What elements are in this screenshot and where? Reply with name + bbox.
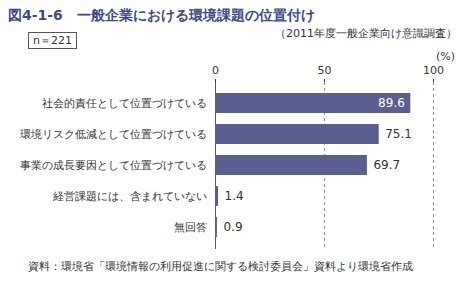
svg-text:0: 0 xyxy=(212,64,219,77)
svg-text:環境リスク低減として位置づけている: 環境リスク低減として位置づけている xyxy=(20,128,207,141)
svg-text:1.4: 1.4 xyxy=(225,189,244,203)
svg-text:経営課題には、含まれていない: 経営課題には、含まれていない xyxy=(52,190,207,203)
svg-text:0.9: 0.9 xyxy=(223,220,242,234)
svg-text:無回答: 無回答 xyxy=(174,221,207,234)
svg-text:75.1: 75.1 xyxy=(385,127,412,141)
svg-text:89.6: 89.6 xyxy=(378,96,405,110)
svg-text:69.7: 69.7 xyxy=(373,158,400,172)
svg-text:事業の成長要因として位置づけている: 事業の成長要因として位置づけている xyxy=(20,159,207,172)
svg-text:社会的責任として位置づけている: 社会的責任として位置づけている xyxy=(42,97,207,110)
svg-text:50: 50 xyxy=(318,64,332,77)
html-text:（2011年度一般企業向け意識調査）: （2011年度一般企業向け意識調査） xyxy=(275,27,457,40)
html-text:図4-1-6 一般企業における環境課題の位置付け: 図4-1-6 一般企業における環境課題の位置付け xyxy=(8,7,315,23)
svg-text:100: 100 xyxy=(423,64,444,77)
html-text:資料：環境省「環境情報の利用促進に関する検討委員会」資料より: 資料：環境省「環境情報の利用促進に関する検討委員会」資料より環境省作成 xyxy=(28,260,413,273)
html-text:n＝221: n＝221 xyxy=(33,34,72,47)
svg-text:(%): (%) xyxy=(436,50,455,63)
